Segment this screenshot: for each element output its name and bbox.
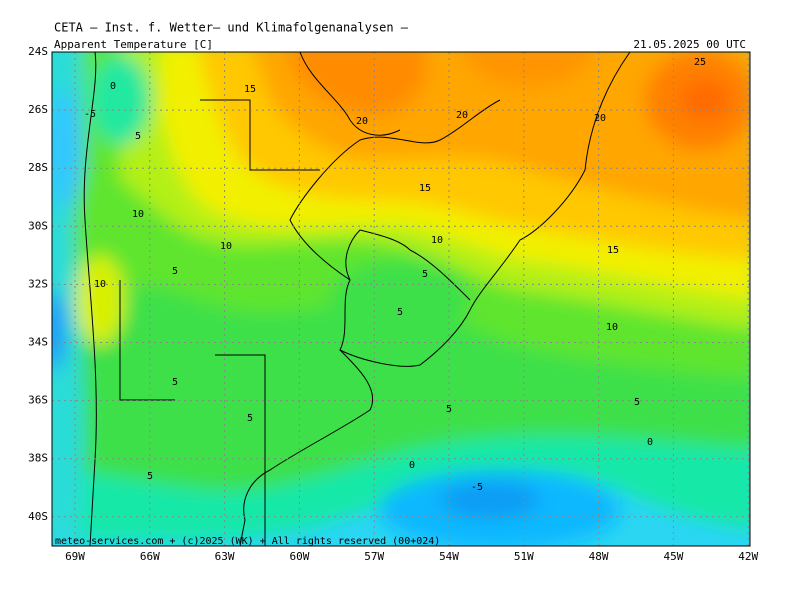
contour-label: -5 bbox=[471, 482, 483, 493]
lon-label: 69W bbox=[65, 550, 85, 563]
lat-label: 38S bbox=[28, 452, 48, 465]
contour-label: 20 bbox=[356, 116, 368, 127]
grid bbox=[52, 51, 750, 546]
contour-label: 5 bbox=[397, 307, 403, 318]
lon-label: 60W bbox=[289, 550, 309, 563]
contour-label: 5 bbox=[422, 269, 428, 280]
lon-label: 51W bbox=[514, 550, 534, 563]
contour-label: 10 bbox=[220, 241, 232, 252]
lon-label: 63W bbox=[215, 550, 235, 563]
lat-label: 28S bbox=[28, 161, 48, 174]
contour-label: 5 bbox=[172, 377, 178, 388]
lon-label: 57W bbox=[364, 550, 384, 563]
lon-label: 54W bbox=[439, 550, 459, 563]
contour-label: 5 bbox=[147, 471, 153, 482]
contour-label: -5 bbox=[84, 109, 96, 120]
contour-label: 10 bbox=[94, 279, 106, 290]
contour-label: 5 bbox=[172, 266, 178, 277]
lat-label: 36S bbox=[28, 394, 48, 407]
lat-label: 30S bbox=[28, 219, 48, 232]
contour-label: 5 bbox=[247, 413, 253, 424]
frame bbox=[51, 51, 751, 547]
contour-label: 0 bbox=[409, 460, 415, 471]
variable: Apparent Temperature [C] bbox=[54, 38, 213, 51]
contour-label: 0 bbox=[647, 437, 653, 448]
lon-label: 45W bbox=[663, 550, 683, 563]
contour-label: 15 bbox=[419, 183, 431, 194]
contour-label: 15 bbox=[244, 84, 256, 95]
lon-label: 42W bbox=[738, 550, 758, 563]
lat-label: 40S bbox=[28, 510, 48, 523]
contour-label: 15 bbox=[607, 245, 619, 256]
contour-label: 5 bbox=[135, 131, 141, 142]
contour-label: 25 bbox=[694, 57, 706, 68]
title: CETA — Inst. f. Wetter— und Klimafolgena… bbox=[54, 21, 409, 35]
credit: meteo-services.com + (c)2025 (WK) + All … bbox=[55, 536, 440, 547]
field bbox=[52, 52, 750, 546]
contour-label: 10 bbox=[606, 322, 618, 333]
lon-label: 66W bbox=[140, 550, 160, 563]
contour-label: 20 bbox=[456, 110, 468, 121]
lat-label: 34S bbox=[28, 336, 48, 349]
contour-label: 5 bbox=[634, 397, 640, 408]
contour-label: 20 bbox=[594, 113, 606, 124]
lat-label: 24S bbox=[28, 45, 48, 58]
contour-label: 10 bbox=[132, 209, 144, 220]
contour-label: 5 bbox=[446, 404, 452, 415]
contour-label: 10 bbox=[431, 235, 443, 246]
date: 21.05.2025 00 UTC bbox=[633, 38, 746, 51]
lon-label: 48W bbox=[589, 550, 609, 563]
lat-label: 26S bbox=[28, 103, 48, 116]
contour-label: 0 bbox=[110, 81, 116, 92]
lat-label: 32S bbox=[28, 277, 48, 290]
